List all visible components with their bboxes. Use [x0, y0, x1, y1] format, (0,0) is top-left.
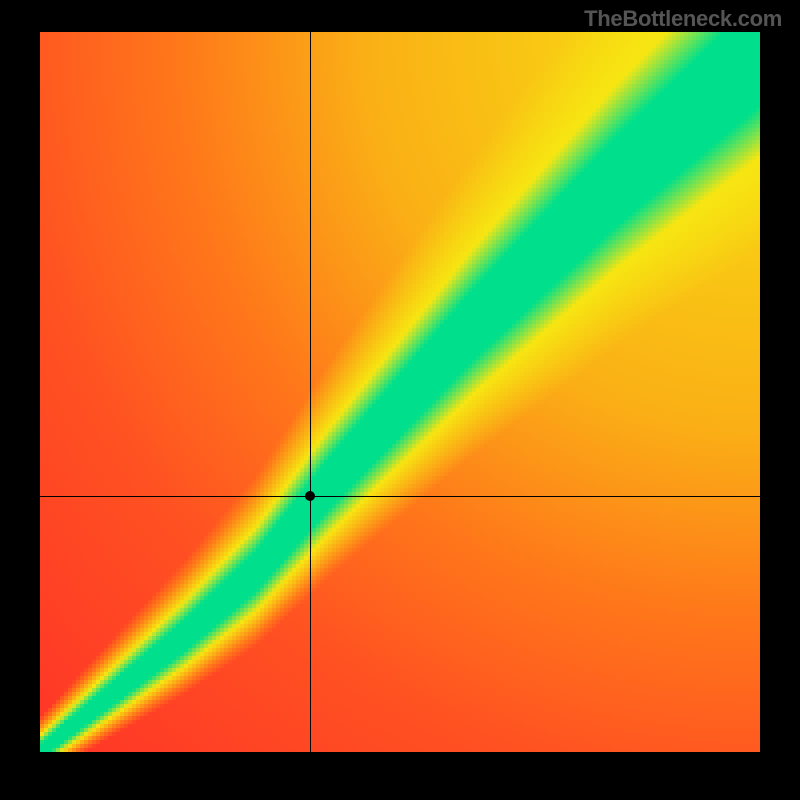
crosshair-horizontal — [40, 496, 760, 497]
data-point-marker — [305, 491, 315, 501]
plot-area — [40, 32, 760, 752]
chart-container: TheBottleneck.com — [0, 0, 800, 800]
watermark-text: TheBottleneck.com — [584, 6, 782, 32]
crosshair-vertical — [310, 32, 311, 752]
bottleneck-heatmap — [40, 32, 760, 752]
